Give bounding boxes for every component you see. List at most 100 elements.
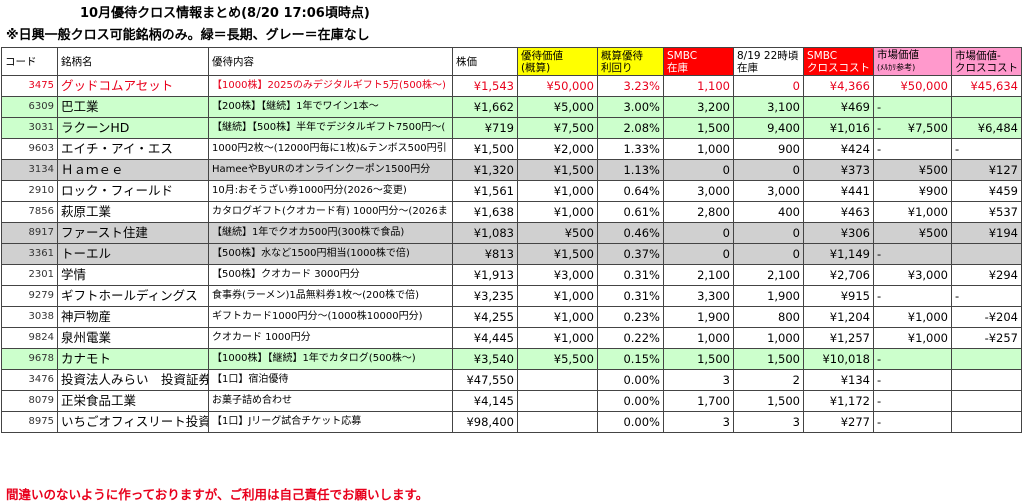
market-value-cell: - [873, 285, 952, 307]
yield-cell: 0.46% [597, 222, 664, 244]
desc-cell: 10月:おそうざい券1000円分(2026～変更) [208, 180, 453, 202]
desc-cell: 【500株】クオカード 3000円分 [208, 264, 453, 286]
desc-cell: お菓子詰め合わせ [208, 390, 453, 412]
code-cell: 6309 [1, 96, 58, 118]
yield-cell: 0.00% [597, 411, 664, 433]
smbc-stock-cell: 3,200 [663, 96, 734, 118]
yield-cell: 3.00% [597, 96, 664, 118]
market-minus-cost-cell [951, 243, 1022, 265]
name-cell: 神戸物産 [57, 306, 209, 328]
yield-cell: 0.23% [597, 306, 664, 328]
value-cell: ¥1,500 [517, 243, 598, 265]
stock-0819-cell: 400 [733, 201, 804, 223]
market-minus-cost-cell: ¥6,484 [951, 117, 1022, 139]
market-value-cell: - [873, 369, 952, 391]
code-cell: 8917 [1, 222, 58, 244]
market-minus-cost-cell: - [951, 138, 1022, 160]
price-cell: ¥1,561 [452, 180, 518, 202]
market-value-cell: ¥3,000 [873, 264, 952, 286]
value-cell: ¥1,000 [517, 327, 598, 349]
market-value-cell: ¥50,000 [873, 75, 952, 97]
price-cell: ¥1,913 [452, 264, 518, 286]
smbc-stock-cell: 1,700 [663, 390, 734, 412]
yield-cell: 0.22% [597, 327, 664, 349]
header-desc: 優待内容 [208, 47, 453, 76]
market-value-cell: - [873, 390, 952, 412]
price-cell: ¥1,638 [452, 201, 518, 223]
value-cell: ¥5,500 [517, 348, 598, 370]
sheet-title: 10月優待クロス情報まとめ(8/20 17:06頃時点) [80, 6, 370, 21]
market-minus-cost-cell: ¥194 [951, 222, 1022, 244]
market-value-cell: - [873, 138, 952, 160]
smbc-stock-cell: 3 [663, 411, 734, 433]
price-cell: ¥1,320 [452, 159, 518, 181]
stock-0819-cell: 800 [733, 306, 804, 328]
value-cell: ¥1,000 [517, 201, 598, 223]
stock-0819-cell: 2,100 [733, 264, 804, 286]
price-cell: ¥1,543 [452, 75, 518, 97]
price-cell: ¥4,145 [452, 390, 518, 412]
market-value-cell: ¥500 [873, 159, 952, 181]
price-cell: ¥813 [452, 243, 518, 265]
desc-cell: 【継続】【500株】半年でデジタルギフト7500円～( [208, 117, 453, 139]
market-value-cell: ¥900 [873, 180, 952, 202]
price-cell: ¥4,445 [452, 327, 518, 349]
desc-cell: HameeやByURのオンラインクーポン1500円分 [208, 159, 453, 181]
code-cell: 3038 [1, 306, 58, 328]
desc-cell: 【1000株】【継続】1年でカタログ(500株～) [208, 348, 453, 370]
cross-cost-cell: ¥306 [803, 222, 874, 244]
market-value-cell: ¥1,000 [873, 306, 952, 328]
name-cell: カナモト [57, 348, 209, 370]
market-minus-cost-cell: ¥537 [951, 201, 1022, 223]
value-cell: ¥1,000 [517, 306, 598, 328]
stock-0819-cell: 3,100 [733, 96, 804, 118]
stock-0819-cell: 0 [733, 243, 804, 265]
table-row: 9678 カナモト 【1000株】【継続】1年でカタログ(500株～) ¥3,540 ¥… [1, 348, 1022, 370]
smbc-stock-cell: 1,900 [663, 306, 734, 328]
name-cell: トーエル [57, 243, 209, 265]
code-cell: 3031 [1, 117, 58, 139]
stock-0819-cell: 0 [733, 222, 804, 244]
cross-cost-cell: ¥915 [803, 285, 874, 307]
smbc-stock-cell: 1,100 [663, 75, 734, 97]
market-dash: - [877, 121, 882, 135]
market-minus-cost-cell [951, 369, 1022, 391]
market-minus-cost-cell: ¥294 [951, 264, 1022, 286]
yield-cell: 1.13% [597, 159, 664, 181]
cross-cost-cell: ¥1,257 [803, 327, 874, 349]
market-value-cell: - [873, 411, 952, 433]
table-row: 6309 巴工業 【200株】【継続】1年でワイン1本～ ¥1,662 ¥5,000 3.… [1, 96, 1022, 118]
cross-cost-cell: ¥373 [803, 159, 874, 181]
yield-cell: 0.37% [597, 243, 664, 265]
yield-cell: 0.00% [597, 390, 664, 412]
price-cell: ¥98,400 [452, 411, 518, 433]
value-cell: ¥1,000 [517, 180, 598, 202]
yield-cell: 3.23% [597, 75, 664, 97]
stock-0819-cell: 1,500 [733, 390, 804, 412]
smbc-stock-cell: 0 [663, 159, 734, 181]
value-cell: ¥2,000 [517, 138, 598, 160]
cross-cost-cell: ¥424 [803, 138, 874, 160]
cross-cost-cell: ¥469 [803, 96, 874, 118]
name-cell: 萩原工業 [57, 201, 209, 223]
cross-cost-cell: ¥277 [803, 411, 874, 433]
stock-0819-cell: 1,900 [733, 285, 804, 307]
cross-cost-cell: ¥4,366 [803, 75, 874, 97]
price-cell: ¥4,255 [452, 306, 518, 328]
desc-cell: 【継続】1年でクオカ500円(300株で食品) [208, 222, 453, 244]
sheet-subtitle: ※日興一般クロス可能銘柄のみ。緑＝長期、グレー＝在庫なし [6, 28, 370, 43]
yield-cell: 0.00% [597, 369, 664, 391]
price-cell: ¥1,662 [452, 96, 518, 118]
stock-0819-cell: 0 [733, 75, 804, 97]
yield-cell: 0.15% [597, 348, 664, 370]
value-cell: ¥500 [517, 222, 598, 244]
market-value-cell: - [873, 96, 952, 118]
header-code: コード [1, 47, 58, 76]
price-cell: ¥719 [452, 117, 518, 139]
stock-0819-cell: 3 [733, 411, 804, 433]
code-cell: 3476 [1, 369, 58, 391]
code-cell: 9279 [1, 285, 58, 307]
code-cell: 7856 [1, 201, 58, 223]
smbc-stock-cell: 0 [663, 243, 734, 265]
header-market-value: 市場価値 (ﾒﾙｶﾘ参考) [873, 47, 952, 76]
